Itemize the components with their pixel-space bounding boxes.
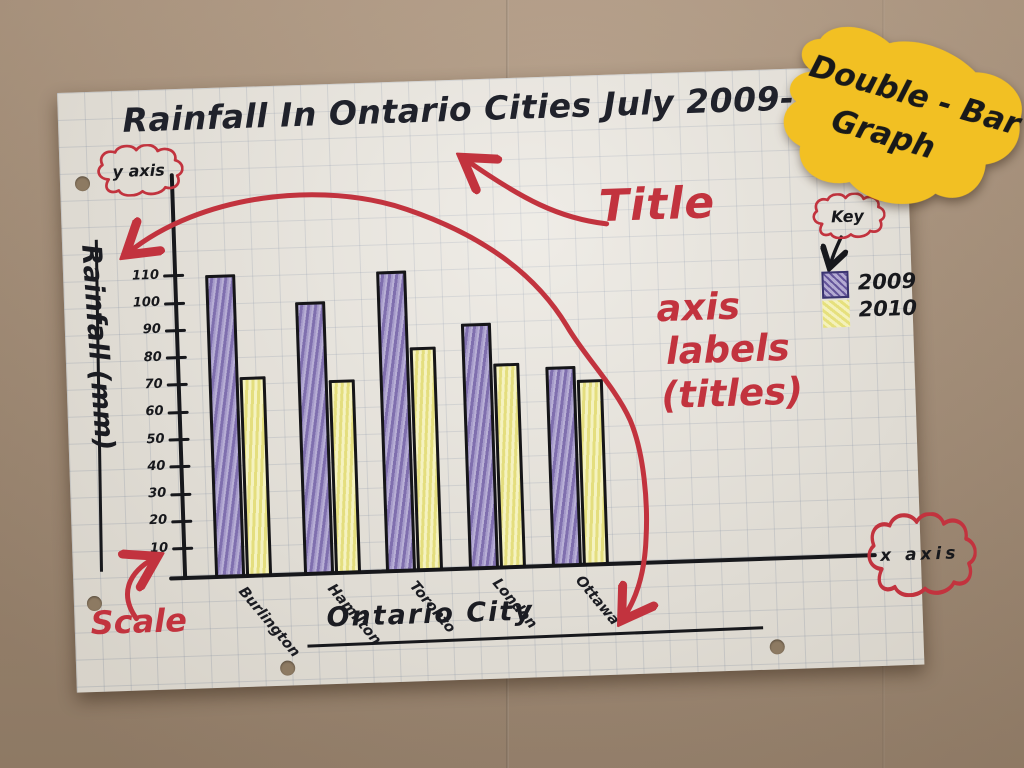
key-cloud: Key [809, 192, 886, 240]
key-swatch-2010 [822, 299, 851, 328]
x-axis-cloud: x axis [861, 511, 978, 599]
key-label-2010: 2010 [858, 295, 918, 322]
note-blob-shape [783, 26, 1022, 204]
annotation-arrows [57, 65, 924, 693]
y-axis-cloud: y axis [93, 143, 185, 198]
key-arrow [829, 235, 842, 265]
key-swatch-2009 [821, 270, 850, 299]
scale-callout: Scale [89, 600, 188, 643]
key-cloud-label: Key [830, 205, 865, 226]
axis-labels-callout: axis labels (titles) [656, 282, 804, 417]
axis-labels-line3: (titles) [660, 369, 804, 417]
axis-labels-line2: labels [665, 326, 791, 374]
y-axis-cloud-label: y axis [112, 159, 165, 181]
x-axis-cloud-label: x axis [879, 543, 960, 566]
scale-arrow [126, 558, 156, 622]
poster: Rainfall In Ontario Cities July 2009-10 … [57, 64, 977, 693]
key-label-2009: 2009 [857, 268, 917, 295]
axis-labels-line1: axis [655, 284, 741, 331]
title-arrow [465, 155, 610, 227]
title-callout: Title [598, 177, 716, 233]
double-bar-graph-note: Double - Bar Graph [752, 3, 1024, 244]
axis-labels-connector-arrow [127, 192, 650, 634]
